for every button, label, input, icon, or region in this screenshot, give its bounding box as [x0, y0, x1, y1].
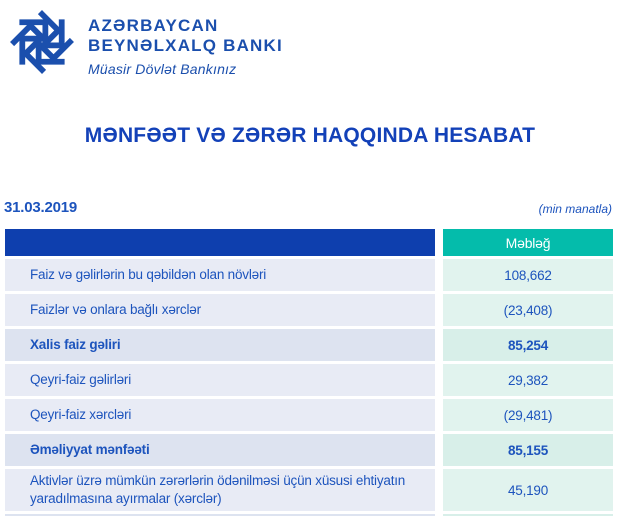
row-label: Faiz və gəlirlərin bu qəbildən olan növl…: [5, 259, 435, 291]
report-title: MƏNFƏƏT VƏ ZƏRƏR HAQQINDA HESABAT: [84, 124, 536, 147]
table-row: Qeyri-faiz xərcləri (29,481): [5, 399, 613, 431]
table-row: Faiz və gəlirlərin bu qəbildən olan növl…: [5, 259, 613, 291]
table-row: Xalis faiz gəliri 85,254: [5, 329, 613, 361]
bank-tagline: Müasir Dövlət Bankınız: [88, 61, 237, 78]
row-label: Xalis mənfəət: [5, 514, 435, 516]
report-date: 31.03.2019: [4, 199, 78, 216]
bank-name: AZƏRBAYCAN BEYNƏLXALQ BANKI: [88, 16, 283, 56]
bank-name-line2: BEYNƏLXALQ BANKI: [88, 36, 283, 56]
table-row: Xalis mənfəət 130,345: [5, 514, 613, 516]
header-cell-empty: [5, 229, 435, 256]
bank-brand-header: AZƏRBAYCAN BEYNƏLXALQ BANKI Müasir Dövlə…: [8, 6, 283, 78]
row-value: 85,155: [443, 434, 613, 466]
row-value: (29,481): [443, 399, 613, 431]
row-label: Xalis faiz gəliri: [5, 329, 435, 361]
unit-note: (min manatla): [538, 202, 612, 216]
bank-logo-icon: [10, 10, 74, 74]
pnl-table: Məbləğ Faiz və gəlirlərin bu qəbildən ol…: [5, 229, 613, 516]
row-value: 130,345: [443, 514, 613, 516]
row-value: (23,408): [443, 294, 613, 326]
table-body: Faiz və gəlirlərin bu qəbildən olan növl…: [5, 259, 613, 516]
table-row: Faizlər və onlara bağlı xərclər (23,408): [5, 294, 613, 326]
row-label: Qeyri-faiz xərcləri: [5, 399, 435, 431]
row-value: 29,382: [443, 364, 613, 396]
table-header-row: Məbləğ: [5, 229, 613, 256]
row-label: Aktivlər üzrə mümkün zərərlərin ödənilmə…: [5, 469, 435, 512]
table-row: Aktivlər üzrə mümkün zərərlərin ödənilmə…: [5, 469, 613, 512]
table-row: Əməliyyat mənfəəti 85,155: [5, 434, 613, 466]
header-cell-amount: Məbləğ: [443, 229, 613, 256]
row-label: Qeyri-faiz gəlirləri: [5, 364, 435, 396]
bank-name-line1: AZƏRBAYCAN: [88, 16, 219, 35]
row-value: 108,662: [443, 259, 613, 291]
row-value: 45,190: [443, 469, 613, 512]
table-row: Qeyri-faiz gəlirləri 29,382: [5, 364, 613, 396]
row-label: Faizlər və onlara bağlı xərclər: [5, 294, 435, 326]
bank-brand-text: AZƏRBAYCAN BEYNƏLXALQ BANKI Müasir Dövlə…: [88, 6, 283, 77]
row-value: 85,254: [443, 329, 613, 361]
row-label: Əməliyyat mənfəəti: [5, 434, 435, 466]
